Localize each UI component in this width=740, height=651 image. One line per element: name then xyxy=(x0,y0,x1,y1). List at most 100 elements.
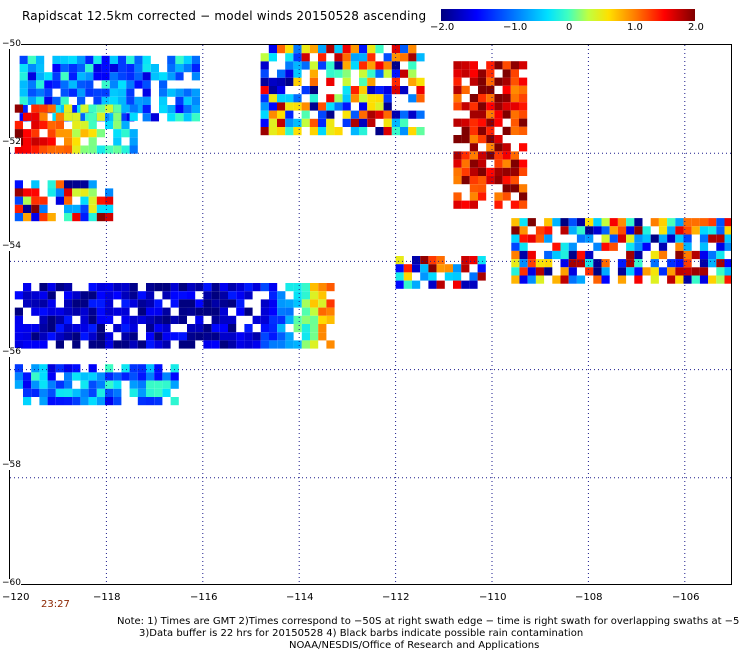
wind-cell xyxy=(260,94,269,103)
wind-cell xyxy=(126,55,135,64)
wind-cell xyxy=(228,324,237,333)
wind-cell xyxy=(310,307,319,316)
wind-cell xyxy=(39,372,48,381)
wind-cell xyxy=(52,96,61,105)
wind-cell xyxy=(47,372,56,381)
wind-cell xyxy=(716,275,725,284)
wind-cell xyxy=(195,283,204,292)
wind-cell xyxy=(318,324,327,333)
wind-cell xyxy=(77,88,86,97)
wind-cell xyxy=(626,259,635,268)
wind-cell xyxy=(183,88,192,97)
wind-cell xyxy=(453,159,462,168)
wind-cell xyxy=(64,137,73,146)
wind-cell xyxy=(96,213,105,222)
wind-cell xyxy=(326,307,335,316)
wind-cell xyxy=(228,283,237,292)
wind-cell xyxy=(178,283,187,292)
wind-cell xyxy=(293,45,302,54)
wind-cell xyxy=(535,234,545,243)
wind-cell xyxy=(486,102,495,111)
wind-cell xyxy=(159,88,168,97)
wind-cell xyxy=(310,291,319,300)
wind-cell xyxy=(195,315,204,324)
wind-cell xyxy=(105,145,114,154)
wind-cell xyxy=(478,110,487,119)
wind-cell xyxy=(31,129,40,138)
wind-cell xyxy=(105,213,114,222)
wind-cell xyxy=(510,110,519,119)
wind-cell xyxy=(129,324,138,333)
wind-cell xyxy=(568,267,577,276)
wind-cell xyxy=(80,196,89,205)
wind-cell xyxy=(469,184,478,193)
wind-cell xyxy=(544,226,553,235)
wind-cell xyxy=(31,291,40,300)
wind-cell xyxy=(64,388,73,397)
wind-cell xyxy=(453,264,462,273)
wind-cell xyxy=(469,135,478,144)
wind-cell xyxy=(129,299,138,308)
wind-cell xyxy=(318,45,327,54)
wind-cell xyxy=(260,283,269,292)
wind-cell xyxy=(461,280,470,289)
wind-cell xyxy=(416,77,425,86)
wind-cell xyxy=(391,110,400,119)
wind-cell xyxy=(310,283,319,292)
wind-cell xyxy=(268,77,277,86)
wind-cell xyxy=(367,110,376,119)
wind-cell xyxy=(502,192,511,201)
wind-cell xyxy=(187,324,196,333)
wind-cell xyxy=(469,77,478,86)
wind-cell xyxy=(716,242,725,251)
wind-cell xyxy=(658,234,668,243)
wind-cell xyxy=(55,180,64,189)
wind-cell xyxy=(154,307,163,316)
wind-cell xyxy=(47,180,56,189)
wind-cell xyxy=(318,315,327,324)
wind-cell xyxy=(47,188,56,197)
wind-cell xyxy=(203,332,212,341)
wind-cell xyxy=(408,127,417,136)
wind-cell xyxy=(318,127,327,136)
wind-cell xyxy=(408,77,417,86)
wind-cell xyxy=(494,143,503,152)
wind-cell xyxy=(105,340,114,349)
wind-cell xyxy=(52,105,61,114)
wind-cell xyxy=(47,137,56,146)
wind-cell xyxy=(453,102,462,111)
wind-cell xyxy=(137,397,146,406)
wind-cell xyxy=(269,315,278,324)
wind-cell xyxy=(121,299,130,308)
wind-cell xyxy=(88,388,97,397)
wind-cell xyxy=(478,135,487,144)
wind-cell xyxy=(64,196,73,205)
wind-cell xyxy=(494,176,503,185)
wind-cell xyxy=(461,61,470,70)
wind-cell xyxy=(113,380,122,389)
wind-cell xyxy=(167,55,176,64)
wind-cell xyxy=(150,113,159,122)
wind-cell xyxy=(134,96,143,105)
wind-cell xyxy=(675,275,684,284)
wind-cell xyxy=(14,315,23,324)
wind-cell xyxy=(129,315,138,324)
wind-cell xyxy=(519,218,528,227)
wind-cell xyxy=(359,69,368,78)
wind-cell xyxy=(252,315,261,324)
wind-cell xyxy=(72,388,81,397)
wind-cell xyxy=(469,192,478,201)
wind-cell xyxy=(39,204,48,213)
wind-cell xyxy=(68,72,77,81)
wind-cell xyxy=(55,112,64,121)
lat-label: −56 xyxy=(2,347,21,357)
wind-cell xyxy=(93,72,102,81)
wind-cell xyxy=(318,332,327,341)
wind-cell xyxy=(544,234,553,243)
wind-cell xyxy=(121,332,130,341)
wind-cell xyxy=(96,291,105,300)
wind-cell xyxy=(617,226,627,235)
wind-cell xyxy=(64,204,73,213)
wind-cell xyxy=(72,137,81,146)
wind-cell xyxy=(428,272,437,281)
